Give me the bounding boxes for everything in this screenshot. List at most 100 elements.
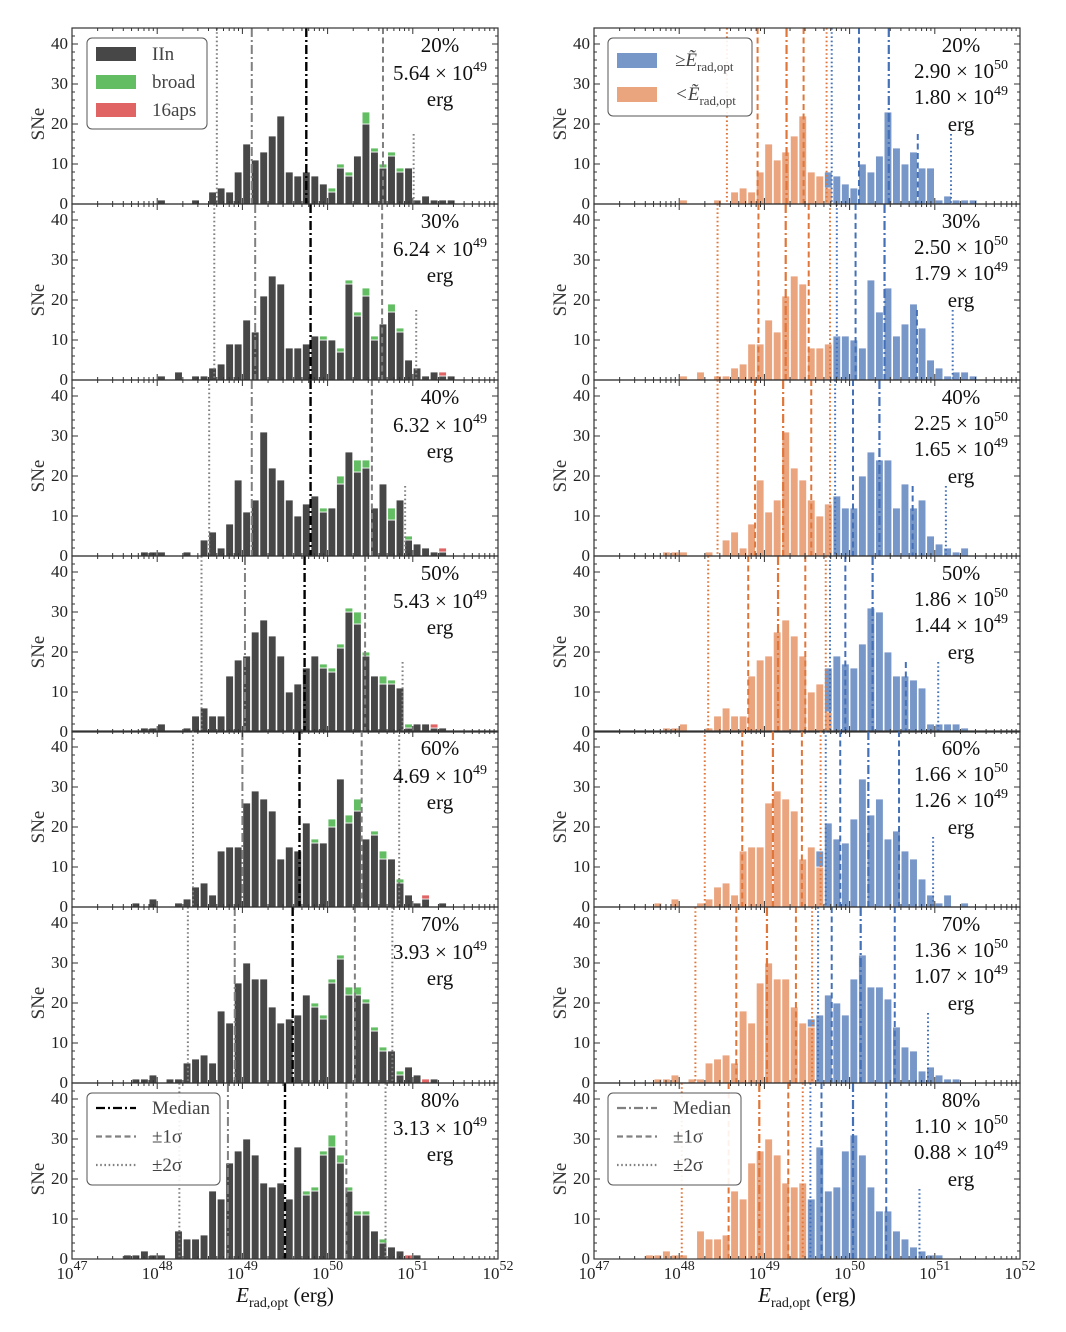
unit-label: erg xyxy=(427,966,454,990)
below-median-value-exponent: 49 xyxy=(994,612,1008,627)
bar-iin xyxy=(370,339,379,381)
bar-16aps xyxy=(438,547,447,553)
bar-above-median xyxy=(900,163,910,205)
bar-above-median xyxy=(832,655,842,733)
bar-iin xyxy=(276,858,286,908)
y-tick-label: 10 xyxy=(51,154,68,173)
y-tick-label: 0 xyxy=(582,546,591,565)
y-tick-label: 0 xyxy=(582,194,591,213)
overall-median-value-mantissa: 3.13 × 10 xyxy=(393,1116,473,1140)
bar-iin xyxy=(302,994,311,1084)
bar-iin xyxy=(293,683,303,733)
bar-iin xyxy=(310,495,320,557)
bar-iin xyxy=(353,623,362,733)
bar-below-median xyxy=(772,790,782,908)
above-median-value-exponent: 50 xyxy=(994,761,1008,776)
bar-iin xyxy=(284,499,294,557)
x-tick-label: 1048 xyxy=(142,1259,173,1283)
bar-iin xyxy=(233,171,243,205)
bar-iin xyxy=(233,343,243,381)
overall-median-value-mantissa: 5.43 × 10 xyxy=(393,589,473,613)
bar-iin xyxy=(327,982,337,1084)
bar-iin xyxy=(225,1022,234,1084)
bar-iin xyxy=(327,1146,337,1260)
y-tick-label: 0 xyxy=(582,1073,591,1092)
bar-above-median xyxy=(866,451,876,557)
legend-swatch-16aps xyxy=(96,103,136,117)
bar-above-median xyxy=(841,335,850,381)
legend-swatch-broad xyxy=(96,75,136,89)
bar-iin xyxy=(370,1030,379,1084)
bar-iin xyxy=(310,1006,320,1084)
overall-median-value: 3.93 × 1049 xyxy=(393,939,487,964)
bar-above-median xyxy=(866,171,876,205)
above-median-value: 1.66 × 1050 xyxy=(914,761,1008,786)
x-axis-label: Erad,opt (erg) xyxy=(757,1283,856,1311)
bar-iin xyxy=(319,339,328,381)
bar-iin xyxy=(174,371,183,381)
y-axis-label: SNe xyxy=(28,811,49,844)
bar-below-median xyxy=(721,375,731,381)
bar-iin xyxy=(302,1194,311,1260)
bar-broad xyxy=(327,818,337,828)
bar-iin xyxy=(336,483,345,557)
bar-below-median xyxy=(721,539,731,557)
y-axis-label: SNe xyxy=(550,460,571,493)
panel-percent-label: 40% xyxy=(421,385,460,409)
x-tick-label: 1051 xyxy=(919,1259,950,1283)
bar-below-median xyxy=(747,1162,756,1260)
unit-label: erg xyxy=(948,991,975,1015)
bar-above-median xyxy=(917,167,927,205)
bar-iin xyxy=(310,655,320,733)
bar-below-median xyxy=(798,283,808,381)
legend-lines-right xyxy=(607,1092,742,1186)
bar-iin xyxy=(242,1138,251,1260)
y-tick-label: 30 xyxy=(573,74,590,93)
bar-iin xyxy=(378,1050,388,1084)
bar-below-median xyxy=(747,1022,756,1084)
y-tick-label: 40 xyxy=(51,913,68,932)
bar-broad xyxy=(361,459,371,469)
bar-above-median xyxy=(951,199,961,205)
y-tick-label: 20 xyxy=(573,466,590,485)
bar-broad xyxy=(344,1186,354,1192)
bar-iin xyxy=(344,451,354,557)
y-tick-label: 40 xyxy=(573,562,590,581)
bar-iin xyxy=(242,143,251,205)
bar-broad xyxy=(387,151,396,157)
bar-iin xyxy=(412,543,422,557)
bar-iin xyxy=(267,1186,277,1260)
x-tick-label-mantissa: 10 xyxy=(483,1264,500,1283)
bar-above-median xyxy=(824,667,833,713)
bar-iin xyxy=(208,191,217,205)
panel-percent-label: 40% xyxy=(942,385,981,409)
bar-iin xyxy=(336,958,345,1084)
bar-iin xyxy=(421,898,430,908)
bar-iin xyxy=(199,882,209,908)
bar-above-median xyxy=(875,611,884,733)
bar-above-median xyxy=(917,327,927,381)
bar-above-median xyxy=(909,1050,918,1084)
bar-iin xyxy=(361,467,371,557)
x-tick-label: 1049 xyxy=(749,1259,780,1283)
panel-percent-label: 20% xyxy=(421,33,460,57)
y-tick-label: 40 xyxy=(573,210,590,229)
bar-iin xyxy=(387,311,396,381)
bar-iin xyxy=(327,826,337,908)
legend-label-subscript: rad,opt xyxy=(699,93,736,108)
bar-iin xyxy=(276,655,286,733)
bar-above-median xyxy=(875,155,884,205)
x-axis-unit: (erg) xyxy=(288,1283,334,1307)
y-tick-label: 10 xyxy=(51,857,68,876)
bar-broad xyxy=(344,986,354,996)
bar-above-median xyxy=(892,675,901,733)
x-tick-label-exponent: 51 xyxy=(936,1259,950,1274)
bar-broad xyxy=(344,279,354,285)
above-median-value-exponent: 50 xyxy=(994,937,1008,952)
bar-iin xyxy=(276,479,286,557)
bar-below-median xyxy=(789,467,799,557)
y-axis-label: SNe xyxy=(550,987,571,1020)
